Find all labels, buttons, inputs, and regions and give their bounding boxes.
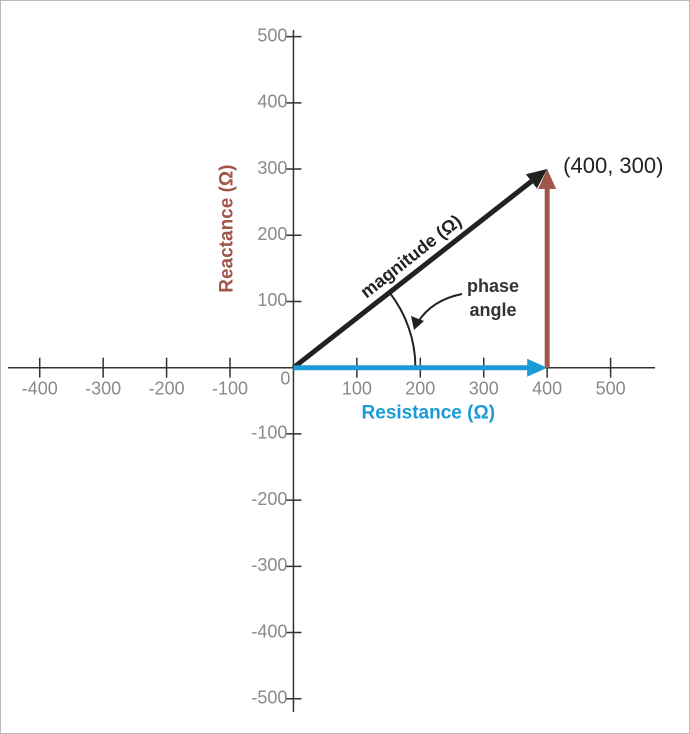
x-tick-label: -200 (149, 378, 185, 398)
x-tick-label: -100 (212, 378, 248, 398)
y-axis-label: Reactance (Ω) (216, 165, 237, 293)
vector-head (538, 169, 557, 190)
x-tick-label: 100 (342, 378, 372, 398)
x-tick-label: -300 (85, 378, 121, 398)
y-tick-label: -400 (251, 621, 287, 641)
vector-head (525, 169, 548, 189)
vector (291, 179, 533, 370)
phase-label: angle (469, 300, 516, 320)
y-tick-label: 200 (257, 224, 287, 244)
phase-pointer-head (411, 316, 424, 330)
x-tick-label: 500 (596, 378, 626, 398)
vector-label: Resistance (Ω) (362, 403, 496, 424)
point-label: (400, 300) (563, 153, 663, 178)
x-tick-label: -400 (22, 378, 58, 398)
x-tick-label: 200 (405, 378, 435, 398)
y-tick-label: 300 (257, 158, 287, 178)
y-tick-label: -200 (251, 489, 287, 509)
phase-arc (388, 291, 417, 368)
y-tick-label: 100 (257, 290, 287, 310)
origin-label: 0 (280, 368, 290, 388)
y-tick-label: 500 (257, 25, 287, 45)
x-tick-label: 300 (469, 378, 499, 398)
vector-head (527, 358, 548, 377)
y-tick-label: -500 (251, 688, 287, 708)
x-tick-label: 400 (532, 378, 562, 398)
phase-pointer (417, 293, 463, 323)
y-tick-label: -100 (251, 423, 287, 443)
phase-label: phase (467, 276, 519, 296)
y-tick-label: -300 (251, 555, 287, 575)
y-tick-label: 400 (257, 92, 287, 112)
